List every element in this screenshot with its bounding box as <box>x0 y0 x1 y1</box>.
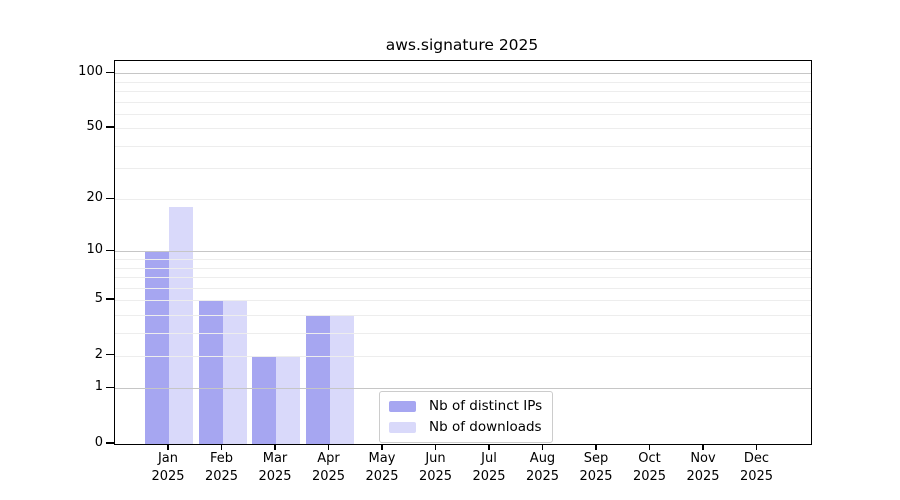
legend-label-distinct-ips: Nb of distinct IPs <box>429 398 543 414</box>
x-tick <box>381 445 383 450</box>
x-tick-label-mar: Mar 2025 <box>258 451 292 484</box>
legend-item-downloads: Nb of downloads <box>389 418 542 436</box>
y-tick <box>106 298 114 300</box>
x-tick-label-dec: Dec 2025 <box>739 451 774 484</box>
x-tick <box>702 445 704 450</box>
x-tick <box>541 445 544 450</box>
legend: Nb of distinct IPs Nb of downloads <box>379 391 554 443</box>
x-tick <box>595 445 597 450</box>
y-tick-label: 100 <box>78 64 103 80</box>
x-tick <box>648 445 651 450</box>
x-tick-label-oct: Oct 2025 <box>632 451 667 484</box>
x-tick <box>220 445 223 450</box>
y-tick-label: 50 <box>86 119 103 135</box>
x-tick <box>274 445 276 450</box>
y-tick-label: 20 <box>86 190 103 206</box>
bar-distinct-ips-mar <box>252 355 276 444</box>
bar-downloads-apr <box>329 314 354 444</box>
bar-downloads-feb <box>222 300 247 444</box>
x-tick-label-apr: Apr 2025 <box>311 451 346 484</box>
y-tick <box>106 197 114 200</box>
y-tick-label: 1 <box>94 379 103 395</box>
bar-distinct-ips-feb <box>198 300 223 444</box>
legend-item-distinct-ips: Nb of distinct IPs <box>389 397 542 415</box>
y-tick <box>106 126 114 128</box>
y-tick-label: 10 <box>86 242 103 258</box>
plot-area <box>114 60 812 445</box>
y-tick-label: 5 <box>94 291 103 306</box>
x-tick-label-sep: Sep 2025 <box>579 451 613 484</box>
x-tick-label-nov: Nov 2025 <box>686 451 720 484</box>
legend-label-downloads: Nb of downloads <box>429 419 542 435</box>
bars-layer <box>115 61 811 444</box>
x-tick-label-feb: Feb 2025 <box>204 451 239 484</box>
x-tick <box>327 445 330 450</box>
legend-swatch-downloads <box>389 421 416 433</box>
bar-downloads-mar <box>276 355 300 444</box>
x-tick <box>488 445 490 450</box>
y-tick-label: 2 <box>94 346 103 362</box>
x-tick-label-aug: Aug 2025 <box>525 451 560 484</box>
bar-distinct-ips-jan <box>145 251 169 444</box>
x-tick-label-may: May 2025 <box>365 451 399 484</box>
x-tick <box>167 445 169 450</box>
x-tick-label-jul: Jul 2025 <box>472 451 506 484</box>
y-tick <box>106 71 114 73</box>
chart-title: aws.signature 2025 <box>385 36 539 54</box>
x-tick <box>434 445 437 450</box>
x-tick-label-jan: Jan 2025 <box>151 451 185 484</box>
y-tick-label: 0 <box>94 435 103 450</box>
x-tick <box>755 445 758 450</box>
y-tick <box>106 442 114 444</box>
y-tick <box>106 249 114 251</box>
y-tick <box>106 386 114 388</box>
bar-distinct-ips-apr <box>305 314 330 444</box>
y-tick <box>106 354 114 356</box>
legend-swatch-distinct-ips <box>389 400 416 412</box>
bar-downloads-jan <box>169 207 193 444</box>
x-tick-label-jun: Jun 2025 <box>418 451 453 484</box>
